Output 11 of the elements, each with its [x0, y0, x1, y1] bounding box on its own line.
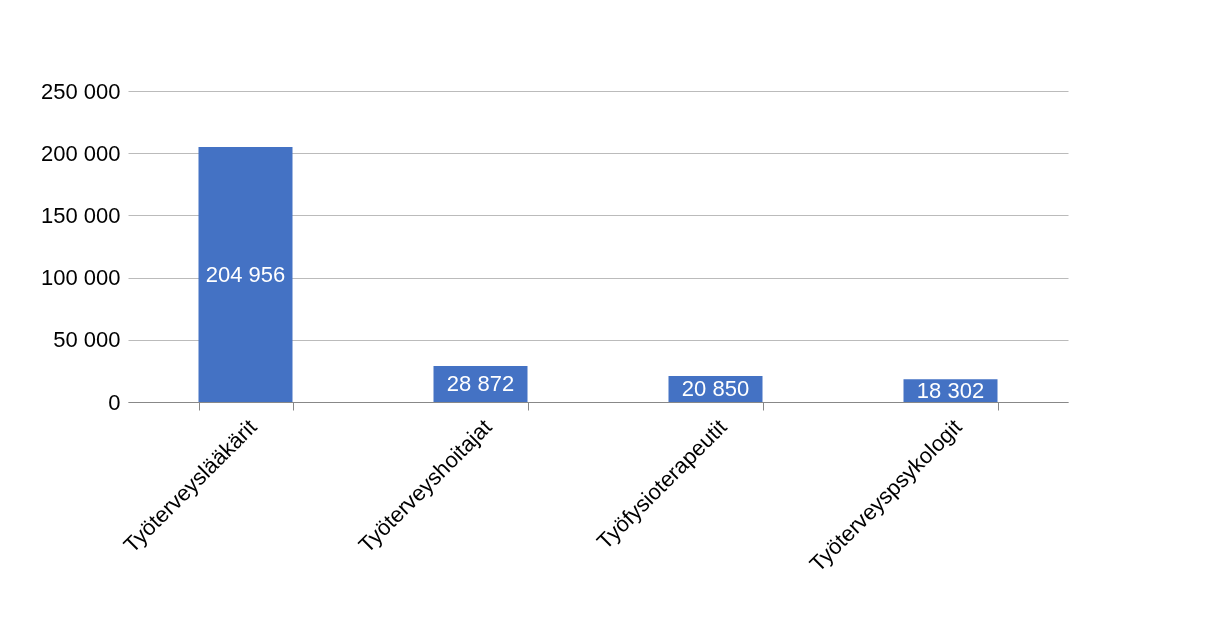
y-tick-label: 50 000 [53, 327, 121, 353]
y-tick-label: 0 [108, 389, 121, 415]
data-label: 18 302 [916, 377, 985, 403]
data-label: 28 872 [446, 371, 515, 397]
data-label: 20 850 [681, 376, 750, 402]
bar [198, 147, 293, 402]
y-tick-label: 100 000 [40, 265, 121, 291]
y-tick-label: 200 000 [40, 140, 121, 166]
y-tick-label: 150 000 [40, 202, 121, 228]
data-label: 204 956 [205, 261, 286, 287]
y-tick-label: 250 000 [40, 78, 121, 104]
